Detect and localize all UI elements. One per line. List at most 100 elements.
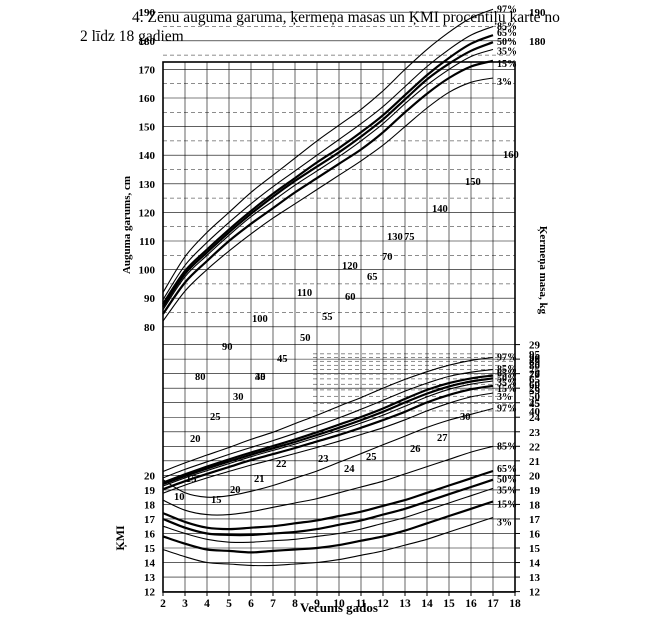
bmi-reference-label: 22 — [276, 459, 287, 470]
weight-curve-35pct — [162, 380, 494, 487]
height-curve-3pct — [162, 77, 494, 322]
height-tick-label: 150 — [139, 122, 156, 134]
weight-tick-label: 60 — [529, 379, 541, 391]
bmi-tick-label-left: 19 — [144, 485, 156, 497]
height-curve-50pct — [162, 41, 494, 308]
weight-reference-label: 15 — [186, 474, 197, 485]
bmi-tick-label-right: 18 — [529, 499, 541, 511]
bmi-reference-label: 30 — [460, 412, 471, 423]
x-tick-label: 10 — [333, 598, 345, 610]
height-reference-label: 140 — [432, 204, 448, 215]
height-curve-15pct — [162, 59, 494, 315]
bmi-tick-label-right: 19 — [529, 485, 541, 497]
title-line-2: 2 līdz 18 gadiem — [80, 28, 184, 45]
bmi-reference-label: 27 — [437, 433, 448, 444]
x-tick-label: 17 — [487, 598, 499, 610]
bmi-curve-15pct — [162, 500, 494, 554]
bmi-axis-label: ĶMI — [113, 525, 128, 551]
height-reference-label: 80 — [195, 372, 206, 383]
bmi-tick-label-right: 17 — [529, 514, 541, 526]
weight-curve-97pct — [162, 356, 494, 472]
height-tick-label-right: 180 — [529, 36, 546, 48]
height-tick-label: 180 — [139, 36, 156, 48]
grid-layer — [162, 11, 520, 596]
weight-tick-label: 90 — [529, 352, 541, 364]
weight-reference-label: 20 — [190, 434, 201, 445]
weight-tick-label: 80 — [529, 360, 541, 372]
height-percentile-label: 3% — [497, 77, 512, 88]
bmi-reference-label: 23 — [318, 454, 329, 465]
height-percentile-label: 15% — [497, 59, 517, 70]
bmi-percentile-label: 50% — [497, 475, 517, 486]
bmi-reference-label: 25 — [366, 452, 377, 463]
height-percentile-label: 65% — [497, 28, 517, 39]
bmi-tick-label-left: 12 — [144, 587, 156, 599]
weight-reference-label: 60 — [345, 292, 356, 303]
bmi-curve-85pct — [162, 445, 494, 516]
weight-curve-65pct — [162, 374, 494, 484]
weight-reference-label: 50 — [300, 333, 311, 344]
bmi-curve-65pct — [162, 469, 494, 531]
height-curve-65pct — [162, 34, 494, 305]
title-line-1: 4. Zēnu auguma garuma, ķermeņa masas un … — [132, 9, 560, 26]
bmi-tick-label-right: 15 — [529, 543, 541, 555]
weight-percentile-label: 85% — [497, 364, 517, 375]
x-tick-label: 6 — [248, 598, 254, 610]
weight-tick-label: 40 — [529, 406, 541, 418]
height-tick-label: 190 — [139, 7, 156, 19]
x-axis-label: Vecums gados — [300, 600, 378, 615]
bmi-curve-35pct — [162, 487, 494, 544]
x-tick-label: 18 — [509, 598, 521, 610]
weight-reference-label: 45 — [277, 354, 288, 365]
bmi-tick-label-left: 14 — [144, 558, 156, 570]
height-tick-label: 90 — [144, 293, 156, 305]
bmi-tick-label-right: 12 — [529, 587, 541, 599]
height-reference-label: 160 — [503, 150, 519, 161]
height-tick-label: 140 — [139, 150, 156, 162]
height-percentile-label: 50% — [497, 37, 517, 48]
bmi-percentile-label: 97% — [497, 404, 517, 415]
weight-reference-label: 35 — [255, 372, 266, 383]
height-tick-label: 130 — [139, 179, 156, 191]
weight-percentile-label: 35% — [497, 378, 517, 389]
bmi-percentile-label: 65% — [497, 464, 517, 475]
bmi-percentile-label: 85% — [497, 441, 517, 452]
bmi-tick-label-right: 22 — [529, 441, 541, 453]
weight-percentile-label: 97% — [497, 352, 517, 363]
bmi-reference-label: 24 — [344, 464, 355, 475]
weight-tick-label: 95 — [529, 349, 541, 361]
height-reference-label: 130 — [387, 232, 403, 243]
bmi-percentile-label: 3% — [497, 517, 512, 528]
bmi-tick-label-left: 18 — [144, 499, 156, 511]
weight-reference-label: 25 — [210, 412, 221, 423]
height-tick-label: 100 — [139, 265, 156, 277]
x-tick-label: 5 — [226, 598, 232, 610]
curve-layer — [162, 8, 494, 567]
bmi-tick-label-right: 20 — [529, 470, 541, 482]
height-reference-label: 110 — [297, 288, 312, 299]
bmi-tick-label-right: 29 — [529, 340, 541, 352]
bmi-curve-97pct — [162, 407, 494, 498]
height-axis-label: Auguma garums, cm — [121, 176, 133, 274]
height-tick-label-right: 190 — [529, 7, 546, 19]
weight-reference-label: 70 — [382, 252, 393, 263]
weight-curve-3pct — [162, 392, 494, 494]
height-percentile-label: 35% — [497, 46, 517, 57]
bmi-reference-label: 21 — [254, 474, 265, 485]
bmi-tick-label-right: 23 — [529, 427, 541, 439]
plot-frame — [162, 61, 516, 593]
height-percentile-label: 97% — [497, 4, 517, 15]
weight-reference-label: 75 — [404, 232, 415, 243]
height-reference-label: 150 — [465, 177, 481, 188]
weight-tick-label: 55 — [529, 385, 541, 397]
weight-percentile-label: 50% — [497, 373, 517, 384]
weight-curve-85pct — [162, 368, 494, 479]
bmi-tick-label-right: 28 — [529, 354, 541, 366]
bmi-tick-label-left: 20 — [144, 470, 156, 482]
bmi-curve-50pct — [162, 478, 494, 537]
weight-curve-15pct — [162, 384, 494, 491]
bmi-tick-label-right: 14 — [529, 558, 541, 570]
bmi-percentile-label: 35% — [497, 485, 517, 496]
weight-percentile-label: 15% — [497, 384, 517, 395]
height-tick-label: 110 — [139, 236, 155, 248]
